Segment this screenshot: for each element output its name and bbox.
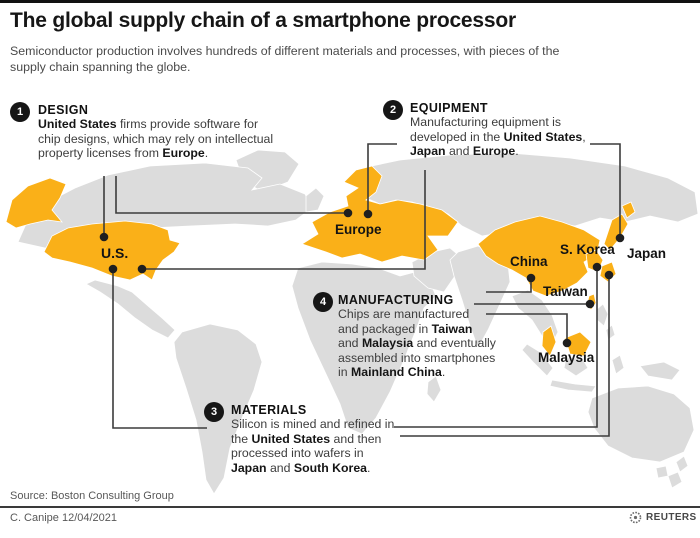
connector-design-europe <box>115 176 348 214</box>
callout-materials-number-badge: 3 <box>204 402 224 422</box>
location-dot-japan-equipment <box>615 233 625 243</box>
callout-manufacturing-body: Chips are manufactured and packaged in T… <box>338 307 496 380</box>
footer-source: Source: Boston Consulting Group <box>10 490 174 502</box>
country-us-alaska-highlight <box>5 177 67 229</box>
connector-equipment-japan <box>590 143 621 238</box>
header-bar <box>0 0 700 3</box>
location-dot-taiwan <box>585 299 595 309</box>
connector-equipment-europe <box>367 143 397 214</box>
callout-materials-body: Silicon is mined and refined in the Unit… <box>231 417 395 475</box>
location-dot-japan-materials <box>604 270 614 280</box>
location-dot-us-materials <box>108 264 118 274</box>
callout-equipment-title: EQUIPMENT <box>410 101 488 115</box>
country-philippines <box>595 303 616 341</box>
country-madagascar <box>426 375 442 403</box>
location-dot-europe-design <box>343 208 353 218</box>
callout-equipment-body: Manufacturing equipment is developed in … <box>410 115 586 159</box>
region-europe-highlight <box>301 165 459 263</box>
callout-design-title: DESIGN <box>38 103 89 117</box>
connector-materials-japan <box>400 275 610 437</box>
callout-materials-title: MATERIALS <box>231 403 307 417</box>
reuters-logo: REUTERS <box>629 511 697 524</box>
country-us-highlight <box>43 220 181 281</box>
footer-credit: C. Canipe 12/04/2021 <box>10 512 118 524</box>
location-dot-europe-equipment <box>363 209 373 219</box>
callout-equipment-number-badge: 2 <box>383 100 403 120</box>
connector-materials-skorea <box>394 267 598 428</box>
callout-manufacturing-title: MANUFACTURING <box>338 293 454 307</box>
continent-central-america <box>85 279 176 339</box>
reuters-orbit-icon <box>629 511 642 524</box>
country-indonesia <box>521 343 681 393</box>
callout-design-number-badge: 1 <box>10 102 30 122</box>
location-dot-china <box>526 273 536 283</box>
location-dot-malaysia <box>562 338 572 348</box>
page-title: The global supply chain of a smartphone … <box>10 9 516 32</box>
footer-rule <box>0 506 700 508</box>
reuters-wordmark: REUTERS <box>646 512 697 523</box>
country-uk <box>305 187 325 213</box>
map-label-south-korea: S. Korea <box>560 242 615 257</box>
map-label-japan: Japan <box>627 246 667 261</box>
connector-manufacturing-malaysia <box>486 313 568 343</box>
page-subtitle: Semiconductor production involves hundre… <box>10 44 560 74</box>
location-dot-us-equipment <box>137 264 147 274</box>
country-new-zealand <box>667 455 689 489</box>
map-label-taiwan: Taiwan <box>543 284 588 299</box>
callout-design-body: United States firms provide software for… <box>38 117 274 161</box>
map-label-china: China <box>510 254 548 269</box>
location-dot-us-design <box>99 232 109 242</box>
location-dot-south-korea <box>592 262 602 272</box>
country-china-highlight <box>477 215 601 297</box>
map-label-malaysia: Malaysia <box>538 350 595 365</box>
connector-equipment-us <box>142 170 426 270</box>
callout-manufacturing-number-badge: 4 <box>313 292 333 312</box>
connector-manufacturing-china <box>486 278 532 293</box>
connector-materials-us <box>112 269 207 429</box>
map-label-us: U.S. <box>101 245 129 261</box>
map-label-europe: Europe <box>335 222 382 237</box>
